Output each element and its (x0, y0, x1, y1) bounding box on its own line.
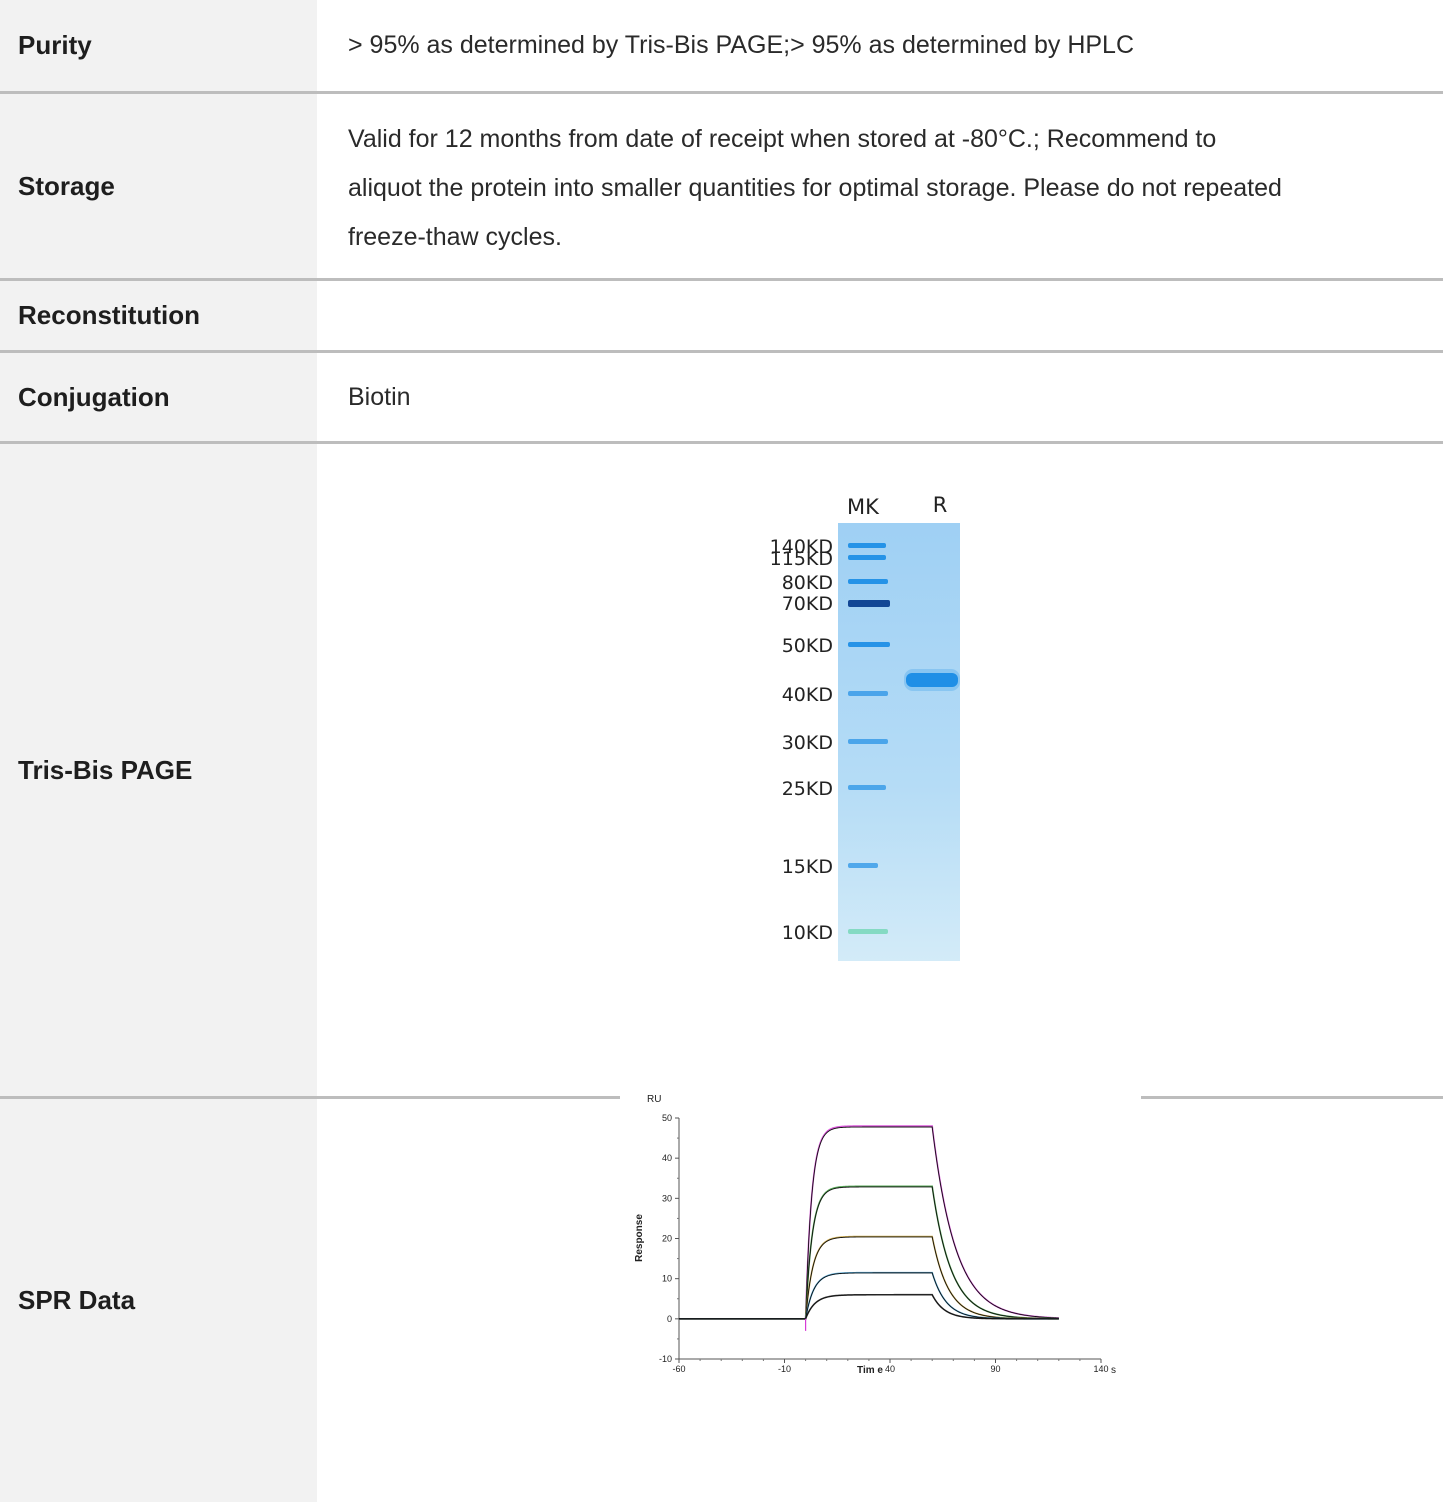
conjugation-value: Biotin (348, 382, 411, 411)
marker-label: 115KD (770, 548, 833, 570)
divider (0, 91, 1443, 94)
spr-fit-curve (679, 1272, 1059, 1320)
divider (0, 441, 1443, 444)
marker-band (848, 785, 886, 790)
marker-band (848, 691, 888, 696)
row-tris-bis-page: Tris-Bis PAGE (0, 444, 1443, 1096)
y-tick-label: 30 (662, 1193, 672, 1203)
row-storage: Storage Valid for 12 months from date of… (0, 94, 1443, 278)
x-unit-label: s (1111, 1365, 1116, 1376)
divider (0, 278, 1443, 281)
spr-chart: 50 40 30 20 10 0 -10 -60 -10 40 90 140 RU s Tim e R… (620, 1081, 1141, 1414)
row-spr-data: SPR Data (0, 1099, 1443, 1502)
divider (0, 350, 1443, 353)
spr-raw-curve (679, 1271, 1059, 1320)
y-tick-label: 40 (662, 1153, 672, 1163)
x-axis-title: Tim e (857, 1365, 883, 1376)
reconstitution-label: Reconstitution (0, 281, 317, 350)
purity-value: > 95% as determined by Tris-Bis PAGE;> 9… (348, 31, 1135, 59)
marker-band (848, 739, 888, 744)
gel-svg: MK R 140KD115KD80KD70KD50KD40KD30KD25KD1… (770, 493, 960, 961)
gel-image: MK R 140KD 115KD 80KD 70KD 50KD 40KD 30KD 25KD 1… (746, 467, 1014, 989)
x-tick-label: 140 (1093, 1364, 1108, 1374)
marker-label: 15KD (782, 856, 833, 878)
spr-raw-curve (679, 1235, 1059, 1320)
row-conjugation: Conjugation Biotin (0, 353, 1443, 441)
y-tick-label: 50 (662, 1113, 672, 1123)
y-axis-title: Response (634, 1214, 645, 1262)
x-tick-label: -60 (672, 1364, 685, 1374)
y-tick-label: 0 (667, 1314, 672, 1324)
marker-band (848, 555, 886, 560)
spr-fit-curve (679, 1294, 1059, 1320)
y-tick-label: 10 (662, 1274, 672, 1284)
marker-label: 10KD (782, 922, 833, 944)
marker-band (848, 642, 890, 647)
marker-band (848, 579, 888, 584)
spr-fit-curve (679, 1236, 1059, 1320)
storage-value: Valid for 12 months from date of receipt… (317, 94, 1443, 278)
sample-band (906, 673, 958, 687)
marker-label: 25KD (782, 778, 833, 800)
conjugation-label: Conjugation (0, 353, 317, 441)
marker-label: 140KD (770, 536, 833, 558)
spr-data-label: SPR Data (0, 1099, 317, 1502)
row-purity: Purity > 95% as determined by Tris-Bis P… (0, 0, 1443, 91)
sample-band-halo (904, 669, 960, 691)
x-tick-label: -10 (778, 1364, 791, 1374)
storage-line: Valid for 12 months from date of receipt… (348, 124, 1217, 153)
y-tick-label: 20 (662, 1234, 672, 1244)
x-tick-label: 90 (990, 1364, 1000, 1374)
reconstitution-value (317, 281, 1443, 350)
marker-label: 80KD (782, 572, 833, 594)
lane-label-r: R (933, 493, 948, 517)
marker-label: 50KD (782, 635, 833, 657)
storage-line: freeze-thaw cycles. (348, 222, 562, 251)
storage-line: aliquot the protein into smaller quantit… (348, 173, 1282, 202)
purity-label: Purity (0, 0, 317, 91)
spr-raw-curve (679, 1125, 1059, 1320)
marker-label: 40KD (782, 684, 833, 706)
marker-label: 70KD (782, 593, 833, 615)
spr-fit-curve (679, 1186, 1059, 1320)
x-tick-label: 40 (885, 1364, 895, 1374)
y-unit-label: RU (647, 1094, 661, 1105)
spr-series (679, 1125, 1059, 1331)
y-tick-label: -10 (659, 1354, 672, 1364)
row-reconstitution: Reconstitution (0, 281, 1443, 350)
tris-bis-page-label: Tris-Bis PAGE (0, 444, 317, 1096)
lane-label-mk: MK (847, 495, 880, 519)
marker-band (848, 600, 890, 607)
spr-raw-curve (679, 1185, 1059, 1320)
spr-fit-curve (679, 1126, 1059, 1320)
marker-band (848, 863, 878, 868)
storage-label: Storage (0, 94, 317, 278)
marker-band (848, 929, 888, 934)
marker-label: 30KD (782, 732, 833, 754)
marker-band (848, 543, 886, 548)
